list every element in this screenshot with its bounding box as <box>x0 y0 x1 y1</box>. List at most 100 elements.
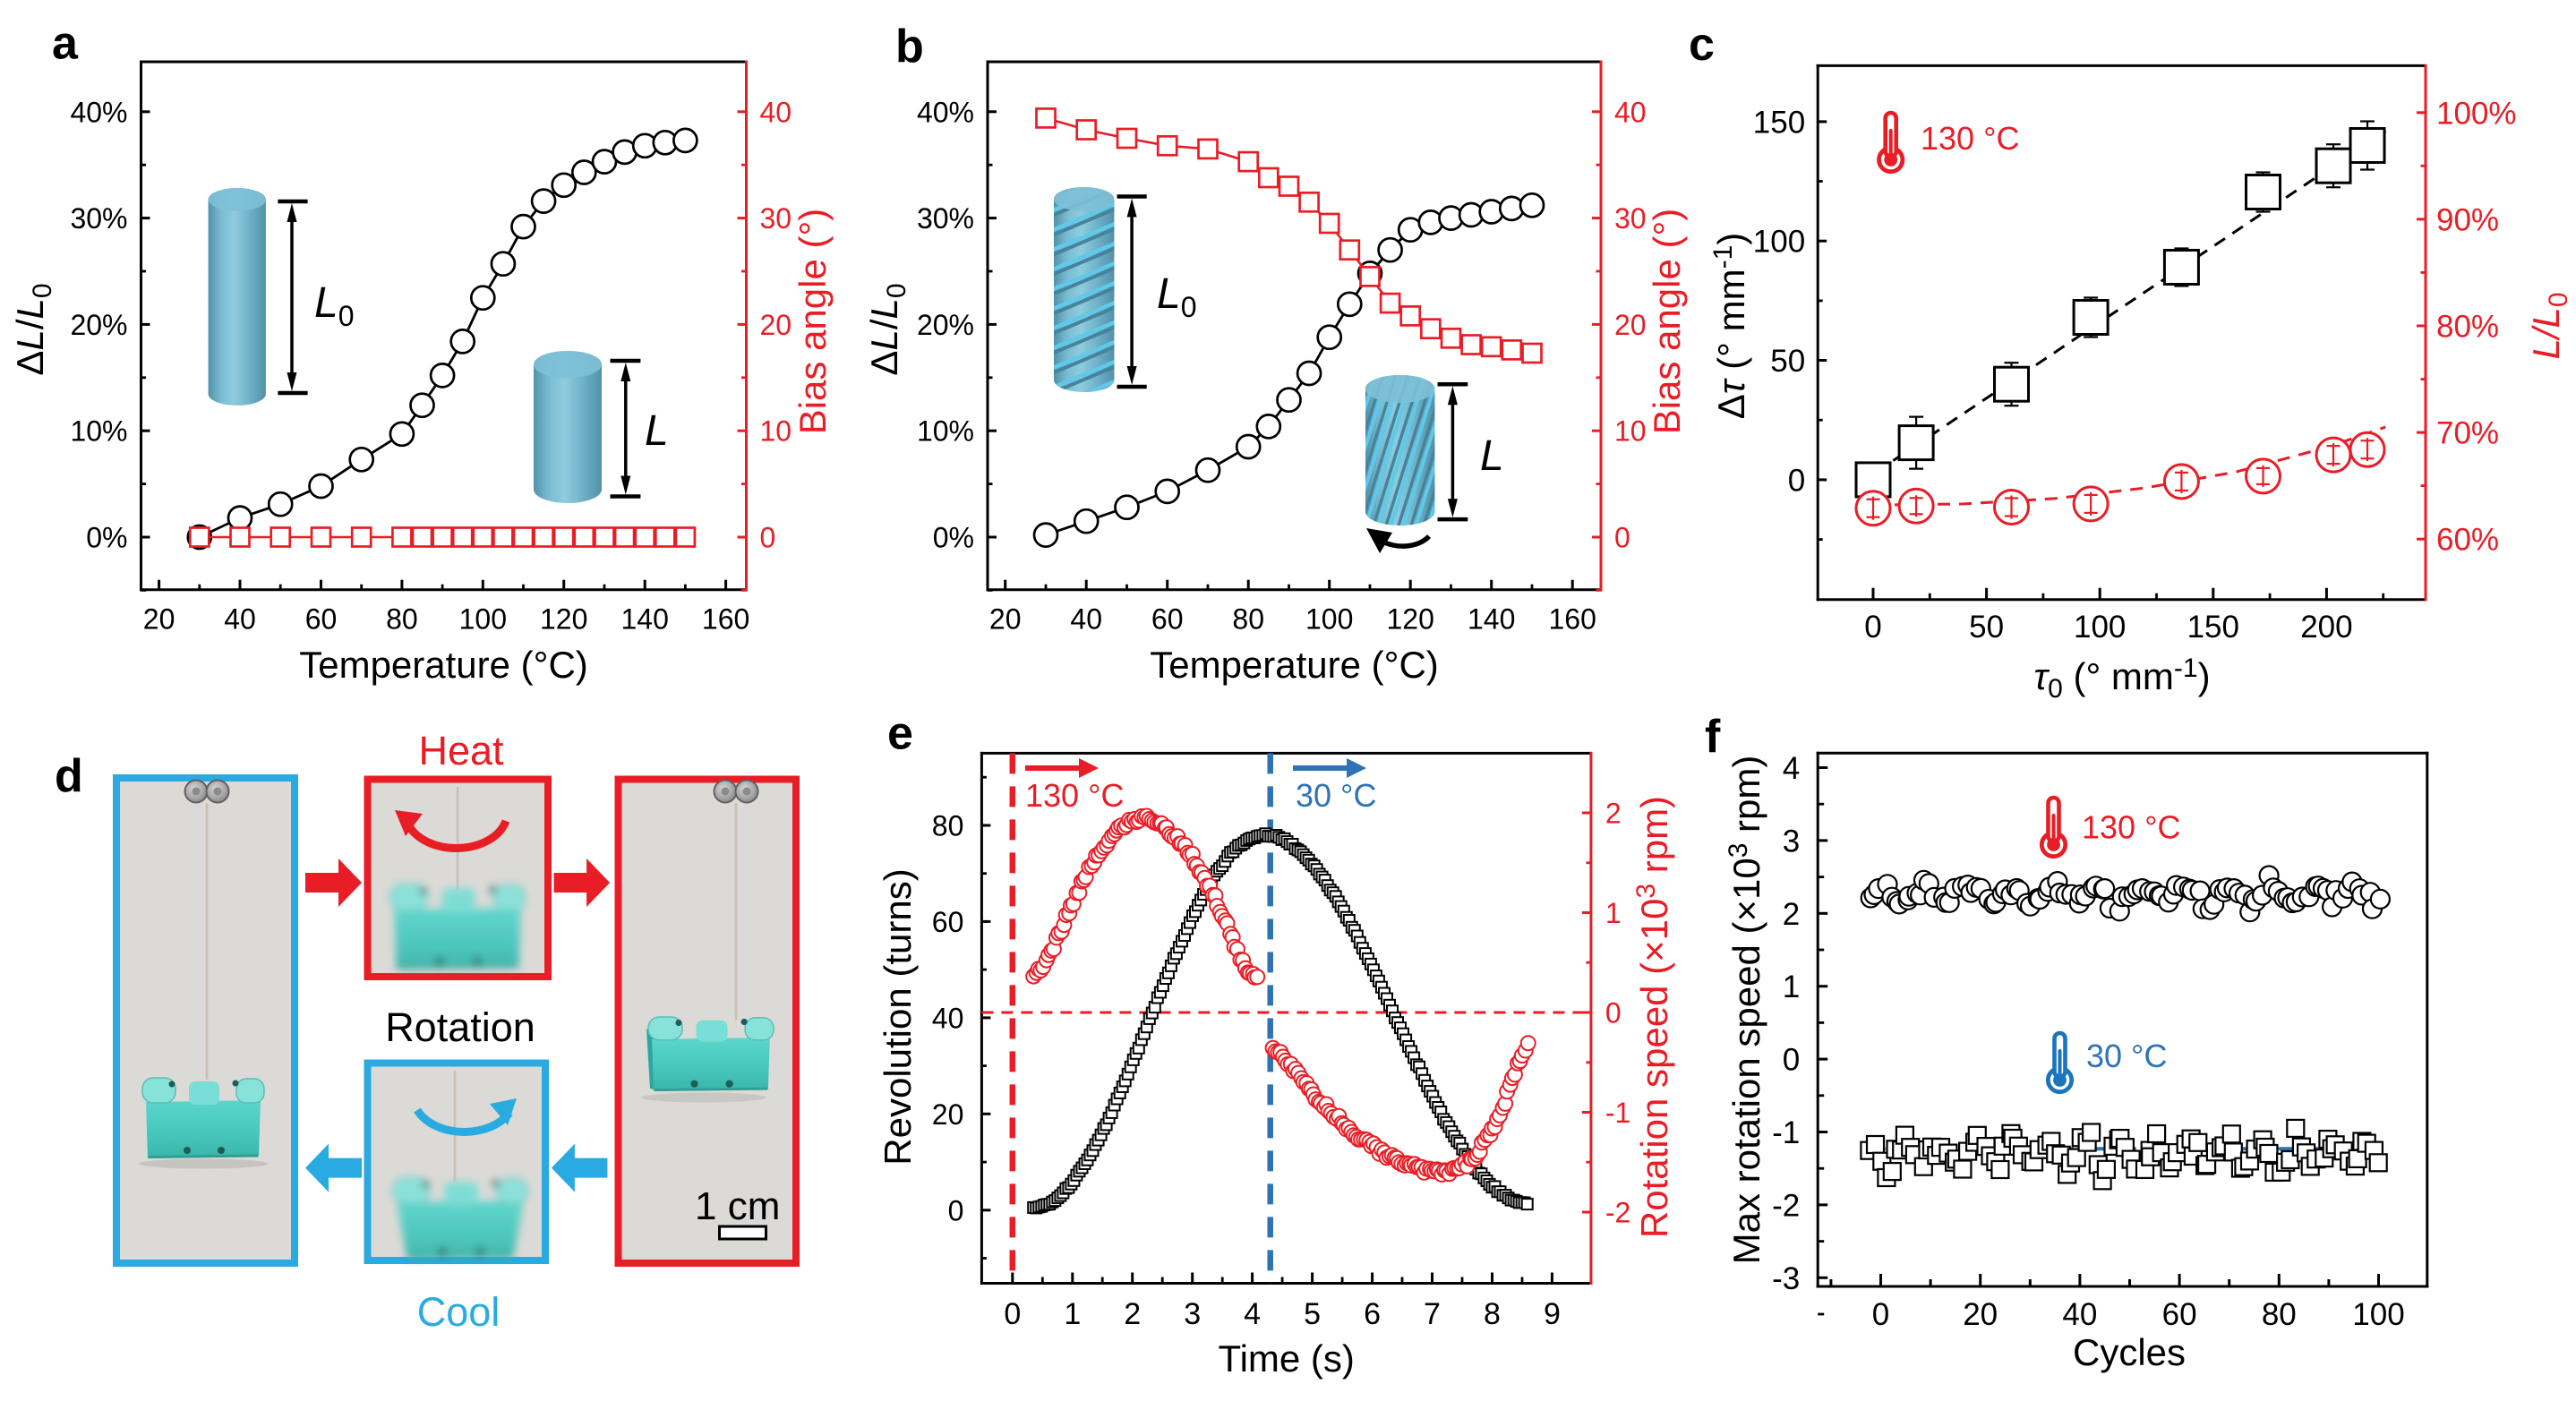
svg-text:40: 40 <box>1070 603 1102 636</box>
svg-text:ΔL/L0: ΔL/L0 <box>9 283 57 375</box>
svg-text:140: 140 <box>621 603 669 636</box>
svg-text:f: f <box>1705 711 1721 763</box>
svg-text:10%: 10% <box>917 415 974 448</box>
svg-text:90%: 90% <box>2436 202 2499 237</box>
svg-text:Revolution (turns): Revolution (turns) <box>877 868 919 1165</box>
svg-text:100: 100 <box>1305 603 1353 636</box>
svg-text:20: 20 <box>760 309 792 341</box>
svg-text:50: 50 <box>1969 610 2004 645</box>
svg-text:e: e <box>887 708 913 760</box>
svg-text:0: 0 <box>1872 1297 1889 1332</box>
svg-text:100: 100 <box>2074 610 2126 645</box>
svg-text:9: 9 <box>1544 1297 1561 1331</box>
svg-text:130 °C: 130 °C <box>1025 777 1124 814</box>
svg-text:Cool: Cool <box>417 1289 501 1335</box>
svg-text:Heat: Heat <box>418 728 504 773</box>
svg-text:30: 30 <box>760 202 792 235</box>
svg-text:40: 40 <box>1614 96 1647 128</box>
svg-text:60: 60 <box>305 603 338 636</box>
svg-text:20: 20 <box>932 1098 964 1131</box>
svg-text:200: 200 <box>2300 610 2352 645</box>
svg-text:80: 80 <box>1232 603 1264 636</box>
svg-text:3: 3 <box>1184 1297 1201 1331</box>
svg-text:2: 2 <box>1124 1297 1141 1331</box>
svg-text:a: a <box>52 18 79 70</box>
svg-text:60: 60 <box>1151 603 1184 636</box>
svg-text:0: 0 <box>760 522 776 554</box>
svg-text:-3: -3 <box>1772 1261 1800 1296</box>
svg-text:Temperature (°C): Temperature (°C) <box>1150 644 1439 686</box>
svg-text:7: 7 <box>1424 1297 1441 1331</box>
svg-text:60: 60 <box>932 906 964 938</box>
svg-text:120: 120 <box>1387 603 1434 636</box>
svg-text:100: 100 <box>1753 225 1805 260</box>
svg-text:Rotation speed (×103 rpm): Rotation speed (×103 rpm) <box>1631 796 1675 1238</box>
svg-text:1: 1 <box>1064 1297 1081 1331</box>
svg-text:70%: 70% <box>2436 416 2499 451</box>
svg-text:150: 150 <box>1753 105 1805 140</box>
svg-text:60%: 60% <box>2436 523 2499 558</box>
svg-text:0: 0 <box>1788 463 1805 498</box>
svg-text:4: 4 <box>1783 751 1800 786</box>
svg-text:τ0 (° mm-1): τ0 (° mm-1) <box>2033 654 2210 704</box>
svg-text:40: 40 <box>2062 1297 2097 1332</box>
svg-text:10: 10 <box>1614 415 1647 448</box>
svg-text:-2: -2 <box>1772 1188 1800 1223</box>
svg-text:80: 80 <box>386 603 418 636</box>
svg-text:40: 40 <box>224 603 256 636</box>
svg-text:Bias angle (°): Bias angle (°) <box>792 209 834 435</box>
svg-text:150: 150 <box>2187 610 2239 645</box>
svg-text:Temperature (°C): Temperature (°C) <box>299 644 588 686</box>
svg-text:Bias angle (°): Bias angle (°) <box>1646 209 1688 435</box>
svg-text:120: 120 <box>540 603 587 636</box>
svg-text:2: 2 <box>1783 897 1800 932</box>
svg-text:20: 20 <box>1614 309 1647 341</box>
svg-text:0: 0 <box>1605 997 1622 1029</box>
svg-text:50: 50 <box>1770 344 1805 379</box>
svg-text:160: 160 <box>702 603 749 636</box>
svg-text:0: 0 <box>1004 1297 1021 1331</box>
svg-text:10: 10 <box>760 415 792 448</box>
svg-text:1 cm: 1 cm <box>695 1184 780 1228</box>
svg-text:30 °C: 30 °C <box>2086 1038 2167 1074</box>
svg-text:30 °C: 30 °C <box>1296 777 1376 814</box>
svg-text:20%: 20% <box>70 309 127 341</box>
svg-text:140: 140 <box>1468 603 1515 636</box>
svg-text:0: 0 <box>1864 610 1881 645</box>
svg-text:Rotation: Rotation <box>385 1004 535 1050</box>
svg-text:Cycles: Cycles <box>2073 1331 2186 1373</box>
svg-text:20: 20 <box>1963 1297 1998 1332</box>
svg-text:30: 30 <box>1614 202 1647 235</box>
svg-text:80: 80 <box>2262 1297 2297 1332</box>
svg-text:0%: 0% <box>86 522 127 554</box>
svg-text:L: L <box>645 407 669 455</box>
svg-text:40: 40 <box>760 96 792 128</box>
svg-text:40: 40 <box>932 1002 964 1034</box>
svg-text:30%: 30% <box>917 202 974 235</box>
svg-text:L: L <box>1480 432 1504 480</box>
svg-text:0: 0 <box>1783 1043 1800 1078</box>
svg-text:-1: -1 <box>1772 1115 1800 1150</box>
svg-text:3: 3 <box>1783 824 1800 859</box>
svg-text:160: 160 <box>1549 603 1596 636</box>
svg-text:130 °C: 130 °C <box>1921 120 2019 157</box>
svg-text:d: d <box>55 750 83 802</box>
svg-text:6: 6 <box>1364 1297 1381 1331</box>
svg-text:20: 20 <box>989 603 1022 636</box>
svg-text:0: 0 <box>948 1194 964 1226</box>
svg-text:60: 60 <box>2162 1297 2197 1332</box>
svg-text:5: 5 <box>1304 1297 1321 1331</box>
svg-text:20: 20 <box>143 603 175 636</box>
svg-text:20%: 20% <box>917 309 974 341</box>
svg-text:4: 4 <box>1244 1297 1261 1331</box>
svg-text:8: 8 <box>1484 1297 1501 1331</box>
svg-text:-1: -1 <box>1605 1097 1630 1129</box>
svg-text:40%: 40% <box>917 96 974 128</box>
svg-text:80: 80 <box>932 810 964 842</box>
svg-text:100: 100 <box>2352 1297 2404 1332</box>
svg-text:40%: 40% <box>70 96 127 128</box>
svg-text:30%: 30% <box>70 202 127 235</box>
svg-text:100%: 100% <box>2436 96 2517 131</box>
svg-text:10%: 10% <box>70 415 127 448</box>
svg-text:-2: -2 <box>1605 1197 1630 1229</box>
